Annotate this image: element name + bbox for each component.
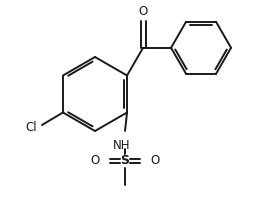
Text: O: O — [150, 154, 159, 167]
Text: O: O — [138, 5, 148, 18]
Text: S: S — [121, 154, 129, 167]
Text: O: O — [91, 154, 100, 167]
Text: Cl: Cl — [25, 121, 37, 134]
Text: NH: NH — [113, 139, 131, 152]
